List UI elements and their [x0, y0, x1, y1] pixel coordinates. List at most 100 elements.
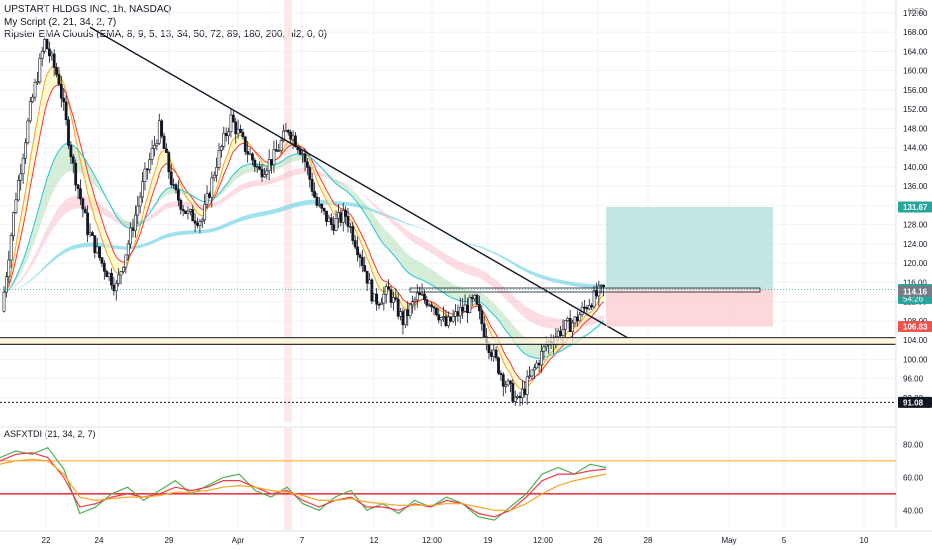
x-tick-label: 24 — [95, 536, 104, 545]
candle-body — [291, 135, 295, 140]
candle-body — [67, 119, 70, 146]
y-tick-label: 136.00 — [903, 182, 928, 191]
candle — [186, 206, 190, 220]
candle-body — [231, 114, 235, 123]
candle — [568, 310, 572, 332]
candle — [2, 286, 6, 313]
candle-body — [375, 293, 379, 305]
candle — [174, 182, 178, 194]
candle-body — [203, 203, 207, 221]
candle — [126, 240, 130, 261]
osc-series-line — [0, 452, 607, 518]
candle — [313, 182, 316, 199]
candle-body — [234, 121, 238, 135]
candle-body — [59, 83, 63, 99]
candle-body — [446, 316, 450, 327]
candle — [71, 153, 75, 174]
candle-body — [368, 279, 371, 284]
candle — [81, 197, 85, 218]
candle — [356, 236, 359, 262]
candle-body — [561, 329, 565, 336]
candle — [353, 235, 357, 250]
candle — [45, 38, 49, 50]
candle — [241, 128, 245, 140]
candle-body — [138, 196, 142, 207]
candle — [399, 307, 402, 321]
candle — [578, 311, 582, 322]
candle-body — [348, 226, 352, 228]
candle-body — [9, 235, 13, 261]
candle-body — [480, 310, 484, 325]
price-label: 131.67 — [898, 201, 932, 213]
price-label-countdown: 54:26 — [903, 295, 924, 304]
candle — [26, 117, 30, 145]
candle-body — [587, 305, 591, 310]
candle-body — [430, 304, 434, 308]
candle-body — [399, 311, 402, 317]
candle-body — [40, 51, 44, 59]
candle-body — [494, 349, 498, 359]
candle-body — [504, 384, 508, 387]
candle-body — [473, 294, 477, 300]
candle — [176, 180, 180, 207]
candle — [563, 320, 567, 339]
candle — [585, 304, 589, 313]
candle-body — [222, 132, 226, 147]
candle — [346, 207, 350, 233]
candle-body — [346, 216, 350, 227]
candle — [222, 126, 226, 150]
candle — [420, 283, 424, 296]
candle — [124, 254, 128, 274]
candle — [434, 307, 438, 317]
currency-label: USD — [908, 7, 925, 16]
candle-body — [26, 120, 30, 144]
candle — [148, 152, 152, 174]
candle-body — [489, 352, 493, 357]
candle-body — [19, 173, 23, 181]
candle-body — [208, 193, 211, 198]
candle — [188, 208, 192, 216]
candle-body — [236, 128, 240, 135]
candle-body — [351, 226, 355, 241]
candle — [122, 266, 125, 274]
candle-body — [528, 375, 531, 378]
candle — [590, 303, 594, 310]
candle-body — [160, 120, 164, 137]
y-tick-label: 168.00 — [903, 28, 928, 37]
candle — [117, 268, 121, 287]
candle-body — [188, 209, 192, 212]
candle-body — [76, 184, 80, 189]
candle-body — [468, 297, 472, 313]
candle-body — [210, 177, 214, 198]
candle-body — [258, 166, 262, 170]
candle-body — [456, 311, 460, 317]
candle — [24, 138, 27, 165]
candle — [277, 144, 281, 153]
candle-body — [377, 303, 381, 306]
candle-body — [200, 219, 204, 222]
x-tick-label: 29 — [165, 536, 174, 545]
candle-body — [458, 307, 462, 317]
candle-body — [563, 320, 567, 330]
candle-body — [47, 48, 51, 57]
candle-body — [107, 272, 111, 278]
candle-body — [255, 166, 259, 168]
candle-body — [432, 306, 436, 309]
candle-body — [566, 318, 570, 321]
candle-body — [265, 170, 269, 175]
candle-body — [253, 159, 257, 167]
candle — [47, 41, 51, 63]
candle-body — [21, 157, 25, 175]
candle-body — [55, 67, 58, 75]
candle — [157, 113, 161, 145]
candle-body — [511, 383, 515, 402]
candle-body — [217, 150, 221, 168]
price-label: 106.83 — [898, 321, 932, 333]
candle-body — [229, 114, 233, 133]
candle-body — [143, 168, 147, 182]
candle — [511, 378, 515, 403]
candle-body — [532, 367, 536, 371]
x-tick-label: Apr — [232, 536, 245, 545]
candle — [329, 213, 333, 231]
